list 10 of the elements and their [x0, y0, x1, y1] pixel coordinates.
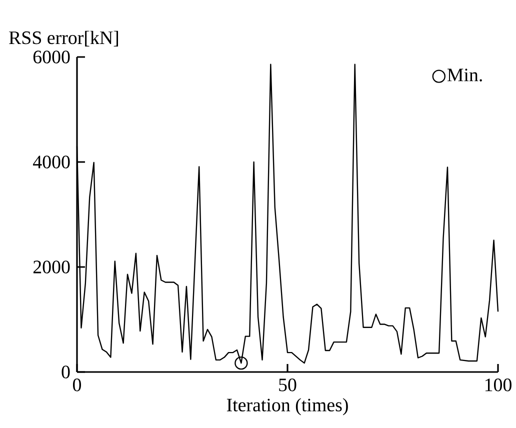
x-tick-label: 0	[72, 378, 81, 392]
y-tick-label: 0	[62, 366, 70, 378]
x-tick-label: 100	[485, 378, 512, 392]
y-tick-label: 2000	[33, 260, 70, 274]
x-axis-title: Iteration (times)	[226, 398, 348, 416]
y-tick-label: 6000	[33, 50, 70, 64]
x-tick-label: 50	[279, 378, 296, 392]
y-axis-title: RSS error[kN]	[9, 30, 118, 46]
y-tick-label: 4000	[33, 156, 70, 168]
legend-label: Min.	[447, 68, 482, 82]
